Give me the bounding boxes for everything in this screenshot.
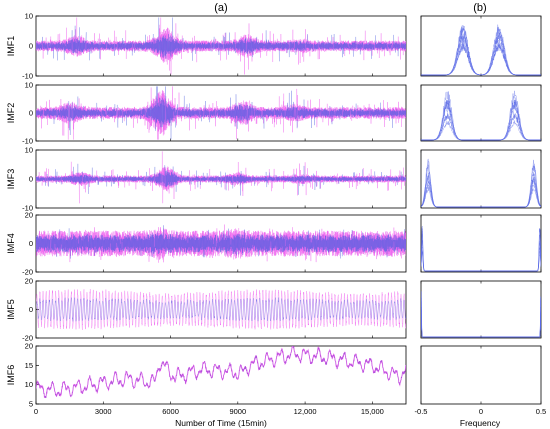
x-tick-label: 15,000 bbox=[361, 407, 384, 416]
plot-frame bbox=[420, 214, 542, 273]
y-axis-label: IMF6 bbox=[6, 365, 16, 386]
y-tick-label: 20 bbox=[25, 277, 33, 286]
x-axis-label-b: Frequency bbox=[460, 418, 501, 428]
y-tick-label: 10 bbox=[25, 380, 33, 389]
x-tick-label: 6000 bbox=[162, 407, 179, 416]
imf-panel-4: -20 0 20 IMF4 bbox=[6, 211, 407, 277]
y-tick-label: 0 bbox=[29, 239, 33, 248]
y-tick-label: -10 bbox=[22, 137, 33, 146]
y-tick-label: 0 bbox=[29, 305, 33, 314]
x-axis-label-a: Number of Time (15min) bbox=[175, 418, 267, 428]
plot-frame bbox=[35, 280, 407, 339]
imf-panel-3: -10 0 10 IMF3 bbox=[6, 146, 407, 213]
spectrum-panel-5 bbox=[420, 280, 542, 339]
imf-series-line bbox=[36, 225, 406, 259]
y-tick-label: -20 bbox=[22, 334, 33, 343]
imf-series-line bbox=[36, 163, 406, 196]
x-tick-label: 0 bbox=[479, 407, 483, 416]
x-tick-label: -0.5 bbox=[415, 407, 428, 416]
y-tick-label: 10 bbox=[25, 12, 33, 21]
imf-panel-1: -10 0 10 IMF1 bbox=[6, 12, 407, 81]
y-tick-label: -10 bbox=[22, 72, 33, 81]
spectrum-line bbox=[421, 226, 541, 272]
y-tick-label: 0 bbox=[29, 175, 33, 184]
y-tick-label: 0 bbox=[29, 109, 33, 118]
spectrum-panel-1 bbox=[420, 15, 542, 77]
y-tick-label: 5 bbox=[29, 400, 33, 409]
spectrum-panel-4 bbox=[420, 214, 542, 273]
y-axis-label: IMF5 bbox=[6, 299, 16, 320]
x-tick-label: 12,000 bbox=[294, 407, 317, 416]
spectrum-panel-2 bbox=[420, 84, 542, 142]
imf-panel-2: -10 0 10 IMF2 bbox=[6, 81, 407, 146]
plot-frame bbox=[420, 280, 542, 339]
x-tick-label: 0.5 bbox=[536, 407, 546, 416]
spectrum-panel-3 bbox=[420, 149, 542, 209]
y-axis-label: IMF1 bbox=[6, 36, 16, 57]
imf-series-line bbox=[36, 17, 406, 62]
y-tick-label: 10 bbox=[25, 146, 33, 155]
imf-panel-6: 5 10 15 20 IMF6 0 3000 6000 9000 12,000 15,000 bbox=[6, 342, 407, 416]
plot-frame bbox=[420, 149, 542, 209]
panel-b-label: (b) bbox=[473, 2, 486, 14]
y-axis-label: IMF2 bbox=[6, 103, 16, 124]
x-tick-label: 9000 bbox=[229, 407, 246, 416]
imf-panel-5: -20 0 20 IMF5 bbox=[6, 277, 407, 343]
y-tick-label: -20 bbox=[22, 268, 33, 277]
spectrum-panel-6: -0.5 0 0.5 bbox=[415, 345, 546, 416]
y-tick-label: 0 bbox=[29, 42, 33, 51]
y-tick-label: 20 bbox=[25, 211, 33, 220]
y-tick-label: 10 bbox=[25, 81, 33, 90]
x-tick-label: 3000 bbox=[95, 407, 112, 416]
y-tick-label: 20 bbox=[25, 342, 33, 351]
spectrum-line bbox=[421, 100, 541, 141]
imf-series-line bbox=[36, 86, 406, 140]
plot-frame bbox=[420, 345, 542, 405]
spectrum-line bbox=[421, 309, 541, 338]
plot-frame bbox=[420, 15, 542, 77]
y-axis-label: IMF3 bbox=[6, 169, 16, 190]
y-tick-label: -10 bbox=[22, 204, 33, 213]
spectrum-line bbox=[421, 172, 541, 208]
y-axis-label: IMF4 bbox=[6, 233, 16, 254]
imf-series-line-overlay bbox=[36, 346, 406, 399]
panel-a-label: (a) bbox=[214, 2, 227, 14]
y-tick-label: 15 bbox=[25, 361, 33, 370]
spectrum-line bbox=[421, 24, 541, 76]
x-tick-label: 0 bbox=[34, 407, 38, 416]
imf-series-line bbox=[36, 297, 406, 322]
plot-frame bbox=[420, 84, 542, 142]
